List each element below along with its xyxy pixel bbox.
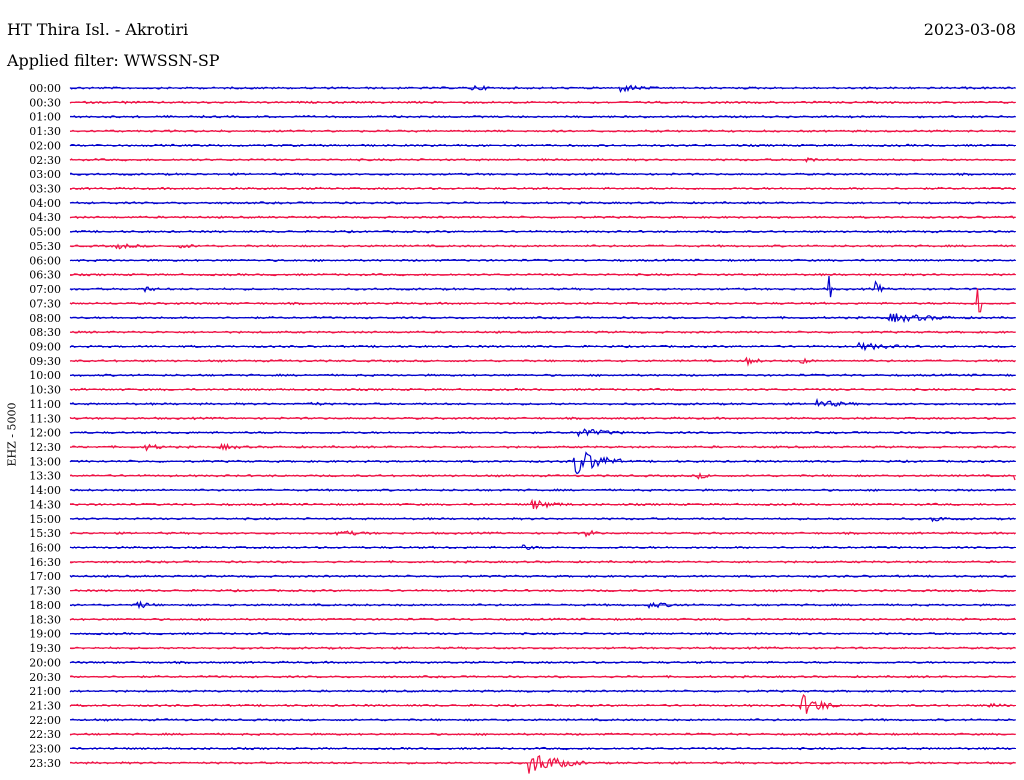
station-title: HT Thira Isl. - Akrotiri xyxy=(7,20,189,39)
filter-label: Applied filter: WWSSN-SP xyxy=(7,51,220,70)
row-time-label: 21:00 xyxy=(29,685,61,698)
trace-line xyxy=(69,694,1016,714)
row-time-label: 09:30 xyxy=(29,355,61,368)
row-time-label: 03:30 xyxy=(29,183,61,196)
row-time-label: 11:00 xyxy=(29,398,61,411)
row-time-label: 00:00 xyxy=(29,82,61,95)
row-time-label: 02:30 xyxy=(29,154,61,167)
trace-line xyxy=(69,660,1016,665)
trace-line xyxy=(69,529,1016,538)
row-time-label: 17:00 xyxy=(29,570,61,583)
row-time-label: 13:30 xyxy=(29,470,61,483)
row-time-label: 23:30 xyxy=(29,757,61,770)
trace-line xyxy=(69,397,1016,408)
row-time-label: 19:00 xyxy=(29,628,61,641)
trace-line xyxy=(69,471,1016,481)
row-time-label: 15:00 xyxy=(29,513,61,526)
row-time-label: 14:00 xyxy=(29,484,61,497)
row-time-label: 11:30 xyxy=(29,412,61,425)
row-time-label: 22:00 xyxy=(29,714,61,727)
row-time-label: 06:00 xyxy=(29,254,61,267)
row-time-label: 22:30 xyxy=(29,728,61,741)
row-time-label: 16:00 xyxy=(29,542,61,555)
row-time-label: 18:00 xyxy=(29,599,61,612)
record-date: 2023-03-08 xyxy=(923,20,1016,39)
row-time-label: 10:30 xyxy=(29,384,61,397)
trace-line xyxy=(69,258,1016,263)
row-time-label: 20:30 xyxy=(29,671,61,684)
row-time-label: 07:00 xyxy=(29,283,61,296)
row-time-label: 09:00 xyxy=(29,340,61,353)
trace-line xyxy=(69,275,1016,298)
row-time-label: 08:30 xyxy=(29,326,61,339)
row-time-label: 08:00 xyxy=(29,312,61,325)
row-time-label: 05:00 xyxy=(29,226,61,239)
trace-line xyxy=(70,114,1016,119)
row-time-label: 04:00 xyxy=(29,197,61,210)
row-time-label: 01:30 xyxy=(29,125,61,138)
trace-line xyxy=(69,498,1016,510)
row-time-label: 13:00 xyxy=(29,455,61,468)
row-time-label: 18:30 xyxy=(29,613,61,626)
row-time-label: 19:30 xyxy=(29,642,61,655)
row-time-label: 16:30 xyxy=(29,556,61,569)
row-time-label: 00:30 xyxy=(29,96,61,109)
row-time-label: 17:30 xyxy=(29,585,61,598)
row-time-label: 12:00 xyxy=(29,427,61,440)
trace-line xyxy=(69,84,1016,94)
row-time-label: 10:00 xyxy=(29,369,61,382)
row-time-label: 01:00 xyxy=(29,111,61,124)
row-time-label: 04:30 xyxy=(29,211,61,224)
row-time-label: 05:30 xyxy=(29,240,61,253)
trace-line xyxy=(69,451,1016,475)
row-time-label: 06:30 xyxy=(29,269,61,282)
row-time-label: 14:30 xyxy=(29,498,61,511)
trace-line xyxy=(69,288,1016,313)
row-time-label: 07:30 xyxy=(29,297,61,310)
row-time-label: 21:30 xyxy=(29,699,61,712)
row-time-label: 02:00 xyxy=(29,139,61,152)
row-time-label: 23:00 xyxy=(29,743,61,756)
row-time-label: 15:30 xyxy=(29,527,61,540)
trace-line xyxy=(69,516,1016,523)
row-time-label: 12:30 xyxy=(29,441,61,454)
row-time-label: 03:00 xyxy=(29,168,61,181)
trace-line xyxy=(70,755,1016,774)
row-time-label: 20:00 xyxy=(29,656,61,669)
